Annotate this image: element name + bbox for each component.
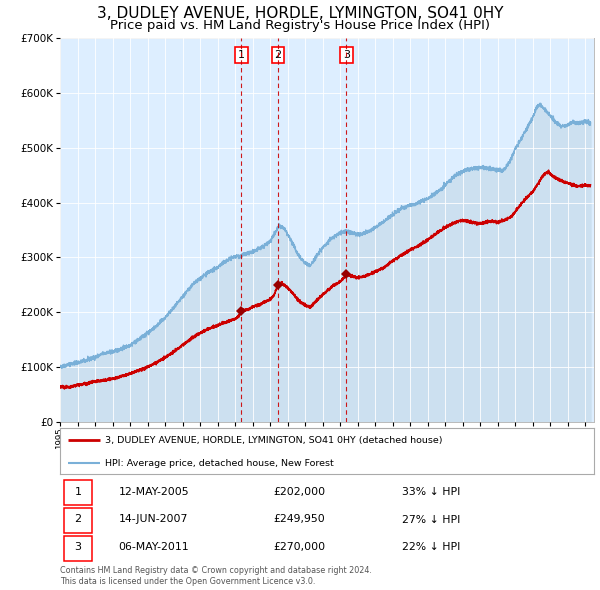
- Text: 3, DUDLEY AVENUE, HORDLE, LYMINGTON, SO41 0HY (detached house): 3, DUDLEY AVENUE, HORDLE, LYMINGTON, SO4…: [106, 436, 443, 445]
- Text: Price paid vs. HM Land Registry's House Price Index (HPI): Price paid vs. HM Land Registry's House …: [110, 19, 490, 32]
- Text: 12-MAY-2005: 12-MAY-2005: [119, 487, 190, 497]
- FancyBboxPatch shape: [64, 480, 92, 505]
- Text: 3: 3: [74, 542, 82, 552]
- FancyBboxPatch shape: [64, 536, 92, 561]
- Text: £270,000: £270,000: [274, 542, 326, 552]
- Text: 3: 3: [343, 50, 350, 60]
- Text: 14-JUN-2007: 14-JUN-2007: [119, 514, 188, 525]
- Text: 2: 2: [74, 514, 82, 525]
- Text: £249,950: £249,950: [274, 514, 325, 525]
- FancyBboxPatch shape: [64, 507, 92, 533]
- Text: 1: 1: [238, 50, 245, 60]
- Text: 06-MAY-2011: 06-MAY-2011: [119, 542, 190, 552]
- Text: This data is licensed under the Open Government Licence v3.0.: This data is licensed under the Open Gov…: [60, 577, 316, 586]
- Text: 2: 2: [275, 50, 282, 60]
- Text: £202,000: £202,000: [274, 487, 326, 497]
- Text: 22% ↓ HPI: 22% ↓ HPI: [402, 542, 460, 552]
- Text: 33% ↓ HPI: 33% ↓ HPI: [402, 487, 460, 497]
- Text: 3, DUDLEY AVENUE, HORDLE, LYMINGTON, SO41 0HY: 3, DUDLEY AVENUE, HORDLE, LYMINGTON, SO4…: [97, 6, 503, 21]
- Text: 27% ↓ HPI: 27% ↓ HPI: [402, 514, 460, 525]
- Text: HPI: Average price, detached house, New Forest: HPI: Average price, detached house, New …: [106, 459, 334, 468]
- Text: Contains HM Land Registry data © Crown copyright and database right 2024.: Contains HM Land Registry data © Crown c…: [60, 566, 372, 575]
- Text: 1: 1: [74, 487, 82, 497]
